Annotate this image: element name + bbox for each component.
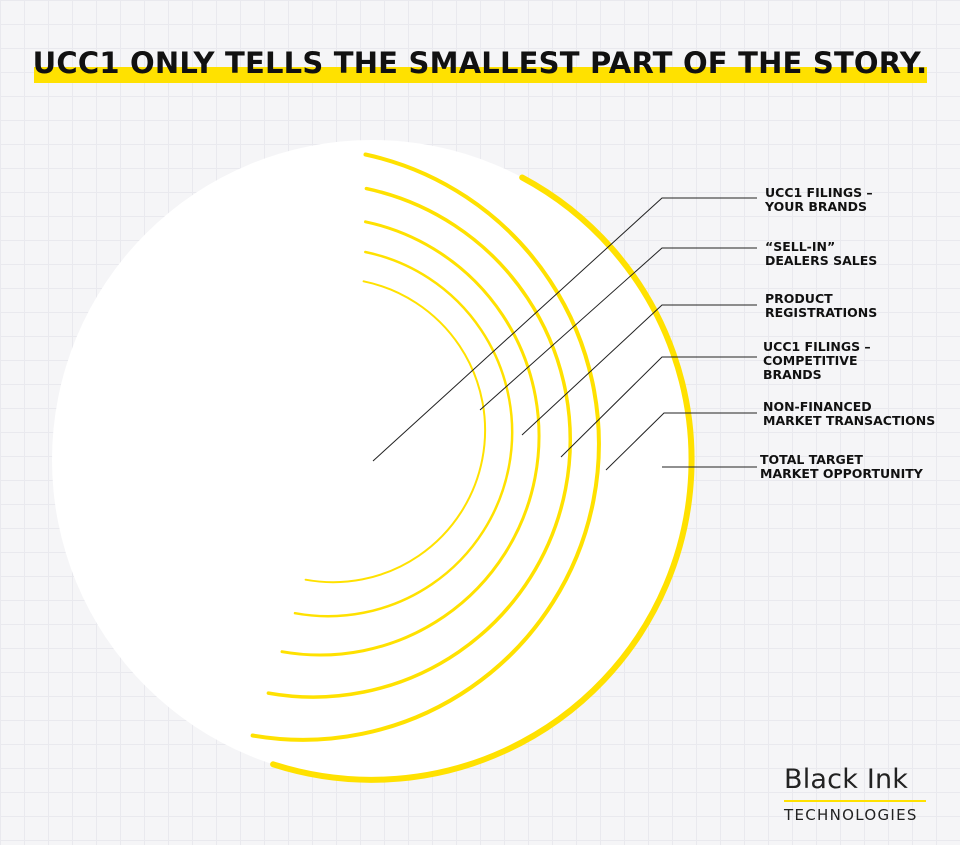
layer-label-3: PRODUCT REGISTRATIONS xyxy=(765,291,878,320)
leader-line-2 xyxy=(479,247,757,411)
layer-arc-3 xyxy=(280,220,541,657)
leader-line-1 xyxy=(372,197,757,462)
outer-white-circle xyxy=(52,140,692,780)
brand-name: Black Ink xyxy=(784,764,909,795)
title-highlight-bar xyxy=(34,67,927,83)
leader-line-4 xyxy=(560,356,757,458)
brand-divider xyxy=(784,800,926,802)
page-title: UCC1 ONLY TELLS THE SMALLEST PART OF THE… xyxy=(32,46,928,80)
layer-arc-1 xyxy=(304,280,487,584)
layer-label-2: “SELL-IN” DEALERS SALES xyxy=(765,239,878,268)
layer-arc-4 xyxy=(266,186,572,699)
leader-line-5 xyxy=(605,412,757,471)
layer-label-5: NON-FINANCED MARKET TRANSACTIONS xyxy=(763,399,936,428)
layer-label-4: UCC1 FILINGS – COMPETITIVE BRANDS xyxy=(763,339,871,382)
layer-arc-5 xyxy=(250,152,601,742)
brand-subtitle: TECHNOLOGIES xyxy=(784,806,918,824)
layer-label-1: UCC1 FILINGS – YOUR BRANDS xyxy=(765,185,873,214)
leader-lines xyxy=(372,197,757,471)
layer-label-6: TOTAL TARGET MARKET OPPORTUNITY xyxy=(760,452,923,481)
leader-line-3 xyxy=(521,304,757,436)
brand-logo: Black Ink TECHNOLOGIES xyxy=(784,764,926,824)
title-container: UCC1 ONLY TELLS THE SMALLEST PART OF THE… xyxy=(0,46,960,80)
layer-arc-2 xyxy=(293,250,514,618)
